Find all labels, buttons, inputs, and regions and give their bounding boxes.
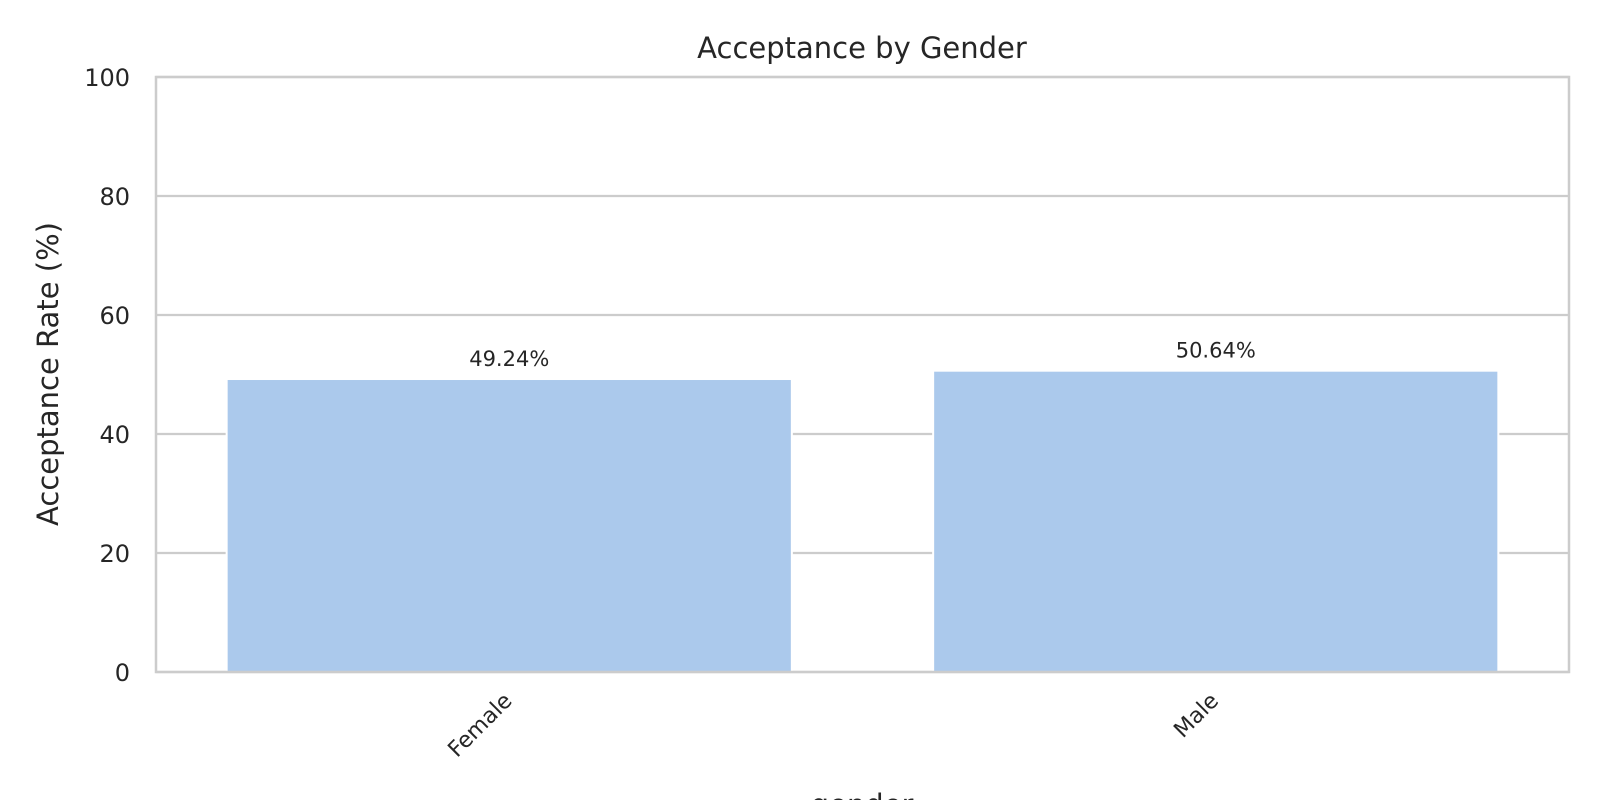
y-axis-label: Acceptance Rate (%) bbox=[31, 222, 65, 526]
y-tick-label: 20 bbox=[99, 540, 130, 568]
y-tick-label: 100 bbox=[84, 64, 130, 92]
x-axis-label: gender bbox=[811, 788, 914, 800]
data-label-female: 49.24% bbox=[469, 347, 549, 371]
data-label-male: 50.64% bbox=[1176, 339, 1256, 363]
y-tick-label: 80 bbox=[99, 183, 130, 211]
y-tick-label: 0 bbox=[115, 659, 130, 687]
bar-layer bbox=[225, 369, 1500, 673]
bar-female bbox=[225, 378, 793, 673]
data-labels: 49.24% 50.64% bbox=[469, 339, 1256, 371]
y-tick-labels: 0 20 40 60 80 100 bbox=[84, 64, 130, 687]
y-tick-label: 60 bbox=[99, 302, 130, 330]
bar-male bbox=[932, 369, 1500, 673]
y-tick-label: 40 bbox=[99, 421, 130, 449]
plot-frame bbox=[154, 75, 1571, 674]
chart-title: Acceptance by Gender bbox=[697, 31, 1027, 65]
